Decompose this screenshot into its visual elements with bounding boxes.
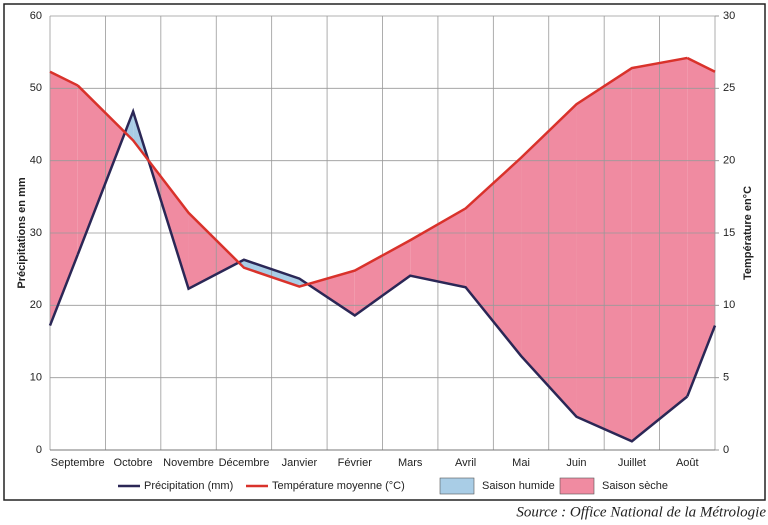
x-tick-label: Octobre <box>114 457 153 469</box>
chart-frame <box>3 3 766 501</box>
y2-tick-label: 20 <box>723 155 735 167</box>
legend-label: Saison sèche <box>602 480 668 492</box>
y-tick-label: 20 <box>30 299 42 311</box>
x-tick-label: Janvier <box>282 457 318 469</box>
dry-area <box>687 57 715 397</box>
y2-tick-label: 10 <box>723 299 735 311</box>
line-wrap <box>686 325 717 397</box>
y2-tick-label: 15 <box>723 227 735 239</box>
legend-label: Température moyenne (°C) <box>272 480 405 492</box>
y-tick-label: 10 <box>30 372 42 384</box>
line-wrap <box>48 254 79 327</box>
y2-tick-label: 30 <box>723 10 735 22</box>
x-tick-label: Août <box>676 457 699 469</box>
y-axis-title: Précipitations en mm <box>16 177 28 288</box>
legend-label: Saison humide <box>482 480 555 492</box>
y2-axis-title: Température en°C <box>742 186 754 280</box>
line-wrap <box>686 56 716 73</box>
line-wrap <box>49 70 79 87</box>
legend-swatch <box>559 477 595 495</box>
y-tick-label: 0 <box>36 444 42 456</box>
x-tick-label: Novembre <box>163 457 214 469</box>
source: Source : Office National de la Métrologi… <box>516 504 766 520</box>
series-line <box>76 56 688 288</box>
y-tick-label: 40 <box>30 155 42 167</box>
x-tick-label: Juin <box>566 457 586 469</box>
dry-area <box>77 85 126 255</box>
x-tick-label: Juillet <box>618 457 646 469</box>
legend-label: Précipitation (mm) <box>144 480 233 492</box>
x-tick-label: Décembre <box>219 457 270 469</box>
x-tick-label: Avril <box>455 457 476 469</box>
y-tick-label: 60 <box>30 10 42 22</box>
dry-area <box>50 71 78 326</box>
legend-swatch <box>439 477 475 495</box>
y2-tick-label: 25 <box>723 82 735 94</box>
x-tick-label: Septembre <box>51 457 105 469</box>
x-tick-label: Mars <box>398 457 423 469</box>
series-line <box>76 107 689 443</box>
x-tick-label: Février <box>338 457 373 469</box>
y2-tick-label: 0 <box>723 444 729 456</box>
dry-area <box>188 212 239 289</box>
y-tick-label: 50 <box>30 82 42 94</box>
x-tick-label: Mai <box>512 457 530 469</box>
y-tick-label: 30 <box>30 227 42 239</box>
y2-tick-label: 5 <box>723 372 729 384</box>
